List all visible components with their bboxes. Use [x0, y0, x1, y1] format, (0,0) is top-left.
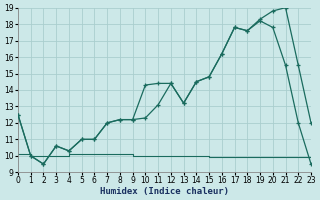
X-axis label: Humidex (Indice chaleur): Humidex (Indice chaleur): [100, 187, 229, 196]
